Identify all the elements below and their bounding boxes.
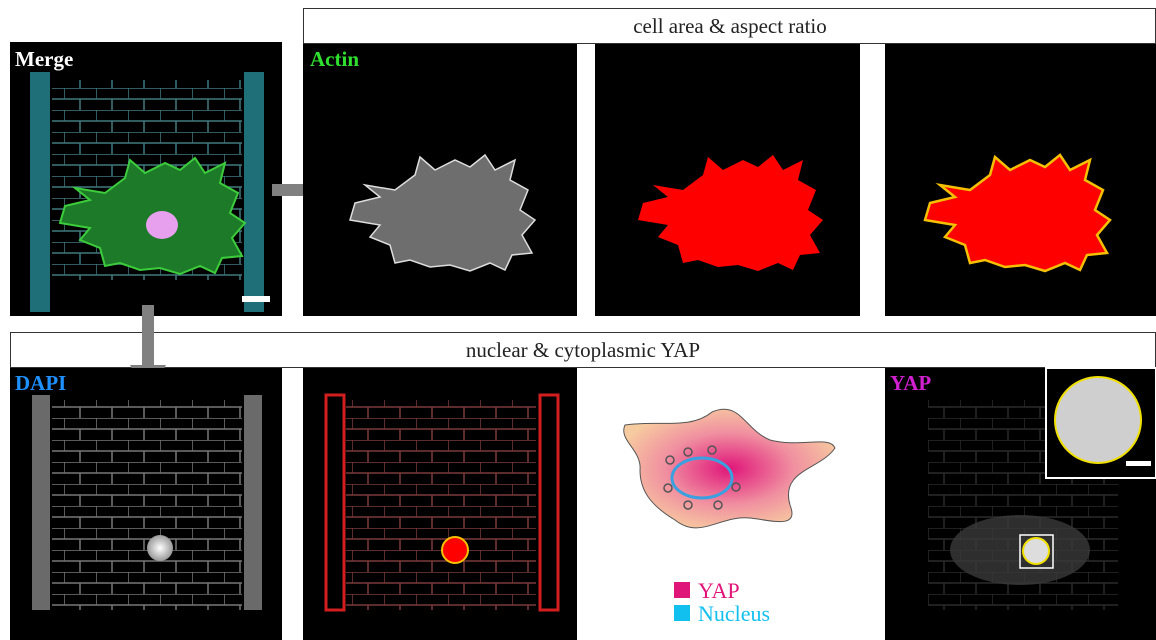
- header-text: cell area & aspect ratio: [633, 14, 827, 38]
- schematic: YAP Nucleus: [624, 409, 835, 626]
- legend-label: Nucleus: [698, 601, 770, 626]
- rect-shape: [242, 296, 270, 302]
- mask-panel: [595, 44, 860, 316]
- rect-shape: [32, 395, 50, 610]
- merge-panel: Merge: [10, 42, 282, 316]
- figure: cell area & aspect ratio nuclear & cytop…: [0, 0, 1156, 640]
- rect-shape: [1126, 461, 1151, 466]
- rect-shape: [30, 72, 50, 312]
- dapi-panel: DAPI: [10, 368, 282, 640]
- actin-panel: Actin: [303, 44, 577, 316]
- rect-shape: [346, 400, 536, 610]
- rect-shape: [244, 395, 262, 610]
- panel-label: Actin: [310, 47, 359, 71]
- circle-shape: [442, 537, 468, 563]
- panel-label: YAP: [890, 371, 931, 395]
- header-text: nuclear & cytoplasmic YAP: [466, 338, 700, 362]
- nucleus-mask-panel: [303, 368, 577, 640]
- circle-shape: [147, 535, 173, 561]
- panel-label: DAPI: [15, 371, 66, 395]
- yap-panel: YAP: [885, 368, 1156, 640]
- ellipse-shape: [146, 211, 178, 239]
- rect-shape: [142, 305, 154, 367]
- legend-swatch: [674, 605, 690, 621]
- panel-label: Merge: [15, 47, 73, 71]
- rect-shape: [244, 72, 264, 312]
- page: cell area & aspect ratio nuclear & cytop…: [0, 0, 1156, 640]
- legend-swatch: [674, 582, 690, 598]
- rect-shape: [52, 400, 242, 610]
- outline-panel: [885, 44, 1156, 316]
- circle-shape: [1055, 377, 1141, 463]
- circle-shape: [1023, 538, 1049, 564]
- legend-label: YAP: [698, 578, 740, 603]
